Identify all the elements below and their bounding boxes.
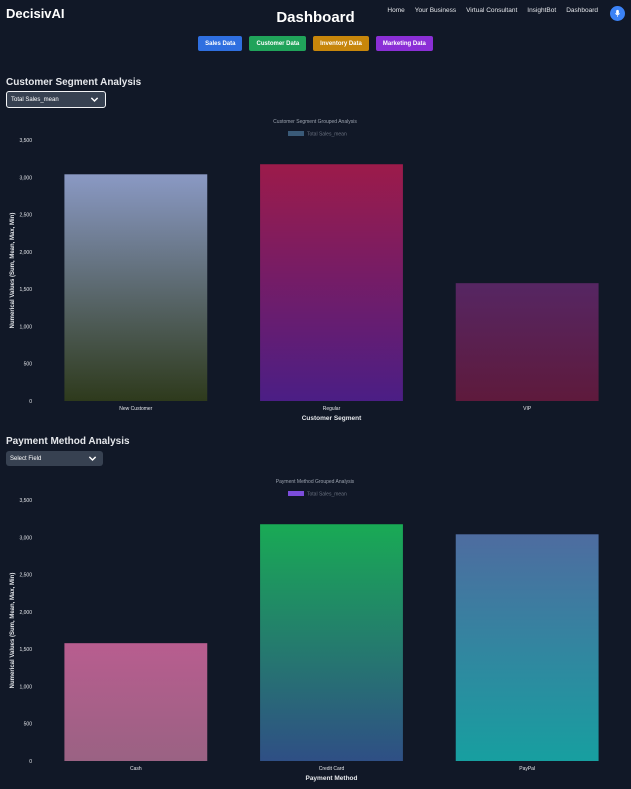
customer-field-select[interactable]: Total Sales_mean xyxy=(6,91,106,108)
chart-bar xyxy=(64,643,208,761)
y-axis-label: Numerical Values (Sum, Mean, Max, Min) xyxy=(10,573,16,689)
y-tick-label: 3,000 xyxy=(19,175,32,181)
chart-title: Customer Segment Grouped Analysis xyxy=(273,119,357,125)
microphone-button[interactable] xyxy=(610,6,625,21)
x-axis-label: Customer Segment xyxy=(302,415,362,422)
customer-select-value: Total Sales_mean xyxy=(11,96,59,103)
chart-bar xyxy=(260,164,403,401)
microphone-icon xyxy=(614,9,621,17)
chart-bar xyxy=(260,524,403,761)
brand-logo[interactable]: DecisivAI xyxy=(6,6,65,21)
tab-marketing-data[interactable]: Marketing Data xyxy=(375,36,433,51)
y-axis-label: Numerical Values (Sum, Mean, Max, Min) xyxy=(10,213,16,329)
x-tick-label: Cash xyxy=(130,766,142,772)
legend-label: Total Sales_mean xyxy=(307,132,347,138)
x-tick-label: Credit Card xyxy=(319,766,345,772)
legend-swatch xyxy=(288,491,304,496)
legend-swatch xyxy=(288,131,304,136)
y-tick-label: 2,000 xyxy=(19,610,32,616)
payment-section-title: Payment Method Analysis xyxy=(6,436,130,447)
y-tick-label: 3,500 xyxy=(19,138,32,144)
y-tick-label: 1,000 xyxy=(19,324,32,330)
customer-section-title: Customer Segment Analysis xyxy=(6,77,142,88)
x-axis-label: Payment Method xyxy=(305,775,357,782)
legend-label: Total Sales_mean xyxy=(307,492,347,498)
data-tabs: Sales Data Customer Data Inventory Data … xyxy=(0,36,631,51)
y-tick-label: 500 xyxy=(24,722,33,728)
payment-method-chart: Payment Method Grouped Analysis Total Sal… xyxy=(10,479,599,782)
chart-bar xyxy=(64,174,208,401)
x-tick-label: VIP xyxy=(523,406,532,412)
top-nav: Home Your Business Virtual Consultant In… xyxy=(387,7,598,14)
y-tick-label: 0 xyxy=(29,759,32,765)
chart-bar xyxy=(455,534,599,761)
y-tick-label: 500 xyxy=(24,362,33,368)
chart-title: Payment Method Grouped Analysis xyxy=(276,479,355,485)
chevron-down-icon xyxy=(88,456,97,462)
tab-sales-data[interactable]: Sales Data xyxy=(198,36,243,51)
y-tick-label: 1,500 xyxy=(19,647,32,653)
chart-bar xyxy=(455,283,599,401)
y-tick-label: 2,000 xyxy=(19,250,32,256)
y-tick-label: 1,000 xyxy=(19,684,32,690)
payment-field-select[interactable]: Select Field xyxy=(6,451,103,466)
nav-virtual-consultant[interactable]: Virtual Consultant xyxy=(466,7,518,14)
x-tick-label: New Customer xyxy=(119,406,152,412)
y-tick-label: 2,500 xyxy=(19,213,32,219)
customer-segment-chart: Customer Segment Grouped Analysis Total S… xyxy=(10,119,599,422)
chevron-down-icon xyxy=(90,97,99,103)
y-tick-label: 3,000 xyxy=(19,535,32,541)
nav-dashboard[interactable]: Dashboard xyxy=(566,7,598,14)
y-tick-label: 1,500 xyxy=(19,287,32,293)
tab-customer-data[interactable]: Customer Data xyxy=(249,36,307,51)
tab-inventory-data[interactable]: Inventory Data xyxy=(313,36,369,51)
x-tick-label: PayPal xyxy=(519,766,535,772)
y-tick-label: 3,500 xyxy=(19,498,32,504)
payment-select-value: Select Field xyxy=(10,455,42,462)
nav-home[interactable]: Home xyxy=(387,7,405,14)
nav-insightbot[interactable]: InsightBot xyxy=(527,7,557,14)
y-tick-label: 0 xyxy=(29,399,32,405)
y-tick-label: 2,500 xyxy=(19,573,32,579)
x-tick-label: Regular xyxy=(323,406,341,412)
page-title: Dashboard xyxy=(276,9,355,26)
nav-your-business[interactable]: Your Business xyxy=(414,7,457,14)
